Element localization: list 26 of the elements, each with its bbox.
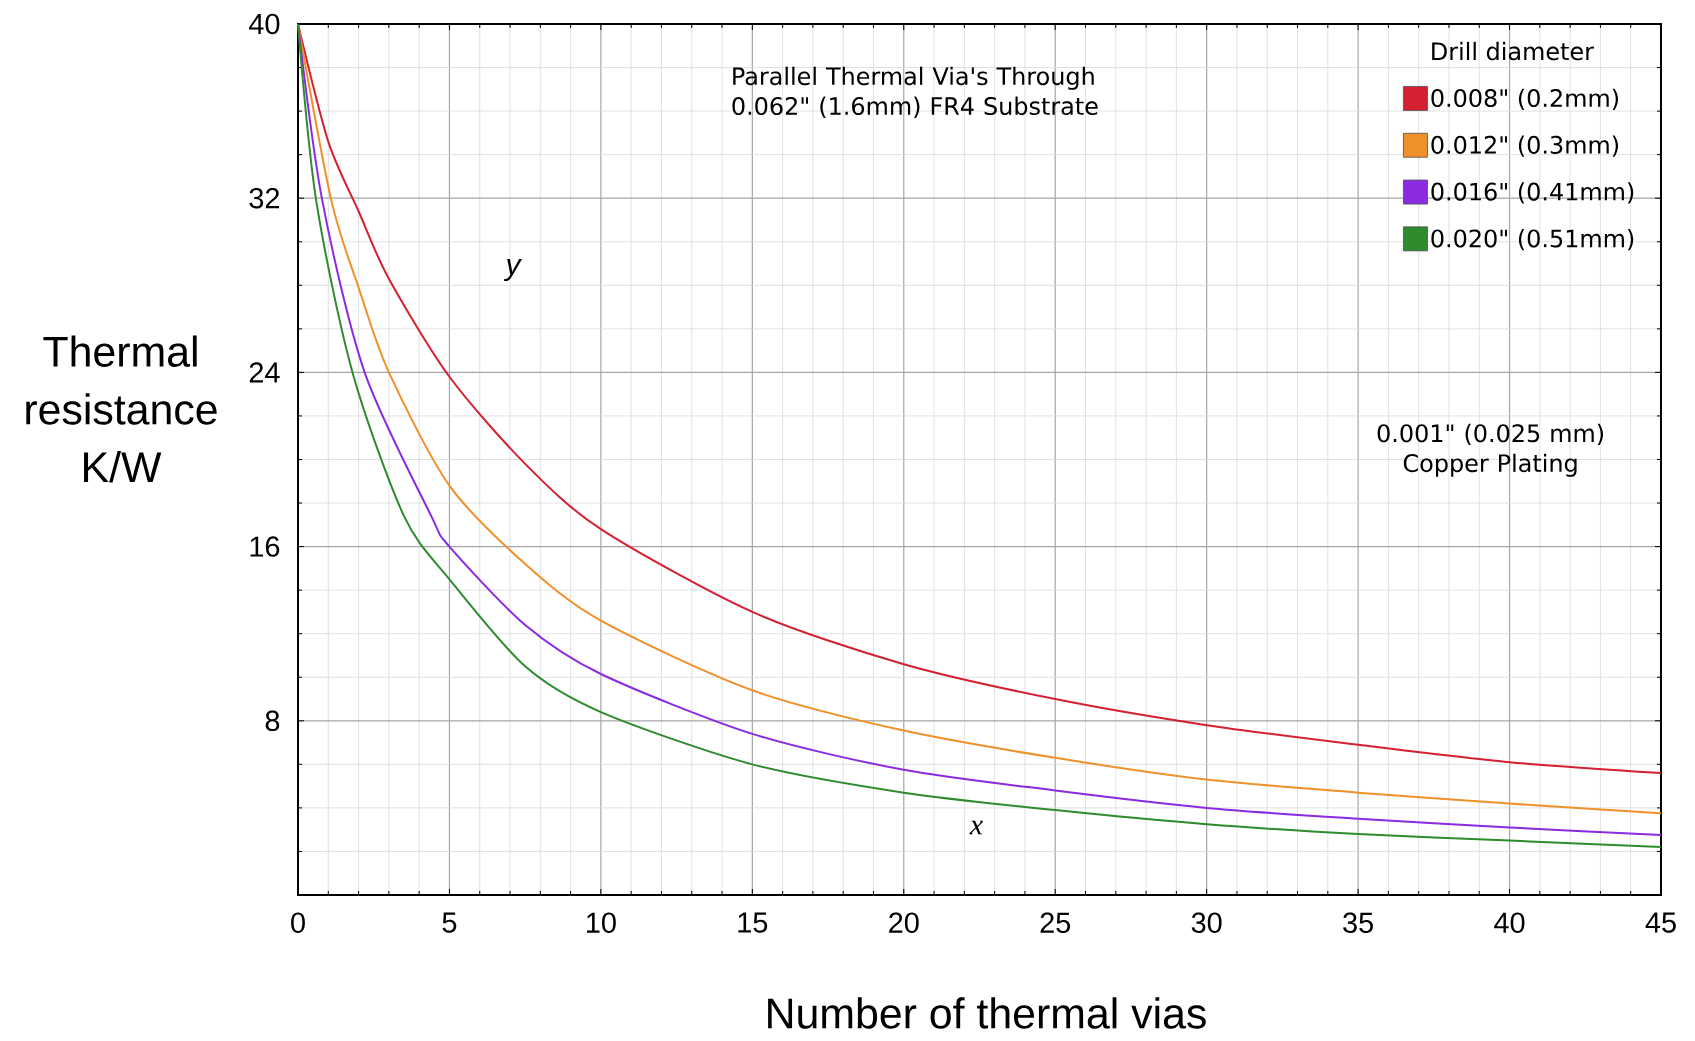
legend-label: 0.008" (0.2mm): [1431, 88, 1619, 110]
annotation: Parallel Thermal Via's Through 0.062" (1.6mm) FR4 Substrate: [732, 66, 1098, 118]
y-tick-label: 32: [249, 187, 280, 209]
legend-label: 0.020" (0.51mm): [1431, 229, 1634, 251]
y-tick-label: 8: [265, 710, 280, 732]
annotation: x: [969, 820, 983, 835]
x-tick-label: 5: [442, 912, 457, 933]
legend-title: Drill diameter: [1432, 41, 1594, 61]
x-tick-label: 20: [889, 912, 919, 933]
y-axis-title: Thermal resistance K/W: [26, 335, 217, 483]
x-tick-label: 40: [1494, 912, 1525, 933]
x-tick-label: 0: [291, 912, 305, 933]
x-tick-label: 35: [1343, 912, 1373, 933]
annotation: y: [503, 259, 523, 282]
x-axis-title: Number of thermal vias: [768, 997, 1206, 1029]
y-tick-label: 24: [249, 362, 280, 383]
x-tick-label: 15: [738, 912, 768, 933]
annotation: 0.001" (0.025 mm) Copper Plating: [1377, 423, 1604, 477]
legend-label: 0.012" (0.3mm): [1431, 135, 1619, 157]
y-tick-label: 16: [250, 536, 280, 557]
x-tick-label: 30: [1191, 912, 1222, 933]
legend-label: 0.016" (0.41mm): [1431, 182, 1634, 204]
y-tick-label: 40: [249, 13, 280, 35]
x-tick-label: 10: [587, 912, 616, 933]
x-tick-label: 45: [1645, 912, 1676, 933]
x-tick-label: 25: [1040, 912, 1071, 933]
